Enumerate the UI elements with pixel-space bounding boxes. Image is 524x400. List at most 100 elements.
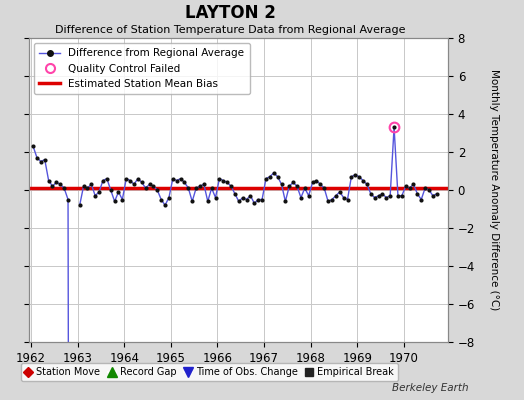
Point — [200, 181, 208, 188]
Point — [421, 185, 429, 191]
Point — [359, 177, 367, 184]
Point — [301, 185, 309, 191]
Point — [192, 185, 200, 191]
Point — [293, 183, 301, 189]
Point — [243, 196, 251, 203]
Point — [254, 196, 263, 203]
Point — [266, 174, 274, 180]
Point — [281, 198, 290, 205]
Point — [231, 191, 239, 197]
Point — [145, 181, 154, 188]
Point — [79, 183, 88, 189]
Point — [180, 179, 189, 186]
Point — [250, 200, 258, 206]
Point — [208, 185, 216, 191]
Point — [153, 187, 161, 193]
Point — [111, 198, 119, 205]
Point — [161, 202, 169, 208]
Point — [83, 185, 92, 191]
Point — [406, 185, 414, 191]
Point — [401, 183, 410, 189]
Point — [64, 196, 72, 203]
Point — [370, 194, 379, 201]
Point — [87, 181, 95, 188]
Point — [351, 172, 359, 178]
Point — [177, 175, 185, 182]
Point — [269, 170, 278, 176]
Point — [363, 181, 371, 188]
Point — [340, 194, 348, 201]
Point — [130, 181, 138, 188]
Text: Berkeley Earth: Berkeley Earth — [392, 383, 469, 393]
Point — [343, 196, 352, 203]
Point — [429, 192, 437, 199]
Point — [215, 175, 224, 182]
Point — [289, 179, 297, 186]
Point — [184, 185, 192, 191]
Point — [219, 177, 227, 184]
Point — [227, 183, 235, 189]
Text: Difference of Station Temperature Data from Regional Average: Difference of Station Temperature Data f… — [56, 25, 406, 35]
Point — [172, 177, 181, 184]
Point — [48, 183, 57, 189]
Point — [149, 183, 158, 189]
Point — [114, 189, 123, 195]
Point — [347, 174, 356, 180]
Point — [328, 196, 336, 203]
Point — [95, 189, 103, 195]
Point — [386, 192, 395, 199]
Point — [141, 185, 150, 191]
Text: LAYTON 2: LAYTON 2 — [185, 4, 276, 22]
Point — [332, 192, 340, 199]
Point — [165, 194, 173, 201]
Point — [304, 192, 313, 199]
Point — [374, 192, 383, 199]
Point — [378, 191, 387, 197]
Point — [40, 156, 49, 163]
Point — [223, 179, 231, 186]
Point — [312, 177, 321, 184]
Point — [235, 198, 243, 205]
Point — [382, 194, 390, 201]
Point — [45, 177, 53, 184]
Point — [258, 196, 266, 203]
Point — [277, 181, 286, 188]
Point — [285, 183, 293, 189]
Point — [122, 175, 130, 182]
Y-axis label: Monthly Temperature Anomaly Difference (°C): Monthly Temperature Anomaly Difference (… — [489, 69, 499, 311]
Point — [297, 194, 305, 201]
Point — [188, 198, 196, 205]
Point — [118, 196, 126, 203]
Point — [324, 198, 332, 205]
Point — [75, 202, 84, 208]
Point — [33, 154, 41, 161]
Point — [398, 192, 406, 199]
Point — [320, 185, 329, 191]
Point — [106, 187, 115, 193]
Point — [367, 191, 375, 197]
Point — [274, 174, 282, 180]
Point — [91, 192, 100, 199]
Point — [409, 181, 418, 188]
Point — [316, 181, 324, 188]
Point — [211, 194, 220, 201]
Point — [413, 191, 422, 197]
Point — [103, 175, 111, 182]
Point — [238, 194, 247, 201]
Point — [157, 196, 166, 203]
Point — [390, 124, 398, 130]
Point — [134, 175, 142, 182]
Point — [56, 181, 64, 188]
Point — [246, 192, 255, 199]
Point — [196, 183, 204, 189]
Point — [29, 143, 37, 150]
Legend: Station Move, Record Gap, Time of Obs. Change, Empirical Break: Station Move, Record Gap, Time of Obs. C… — [20, 364, 398, 381]
Point — [394, 192, 402, 199]
Point — [355, 174, 363, 180]
Point — [126, 177, 134, 184]
Point — [262, 175, 270, 182]
Point — [52, 179, 61, 186]
Point — [309, 179, 317, 186]
Point — [37, 158, 45, 165]
Point — [169, 175, 177, 182]
